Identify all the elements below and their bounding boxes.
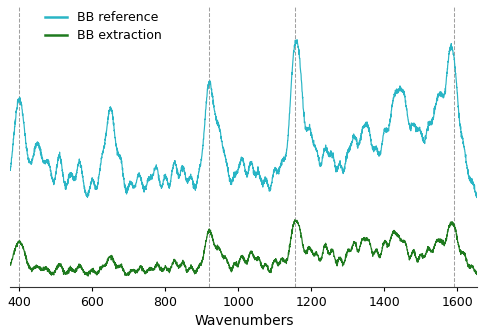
X-axis label: Wavenumbers: Wavenumbers bbox=[194, 314, 294, 328]
Legend: BB reference, BB extraction: BB reference, BB extraction bbox=[40, 6, 167, 47]
